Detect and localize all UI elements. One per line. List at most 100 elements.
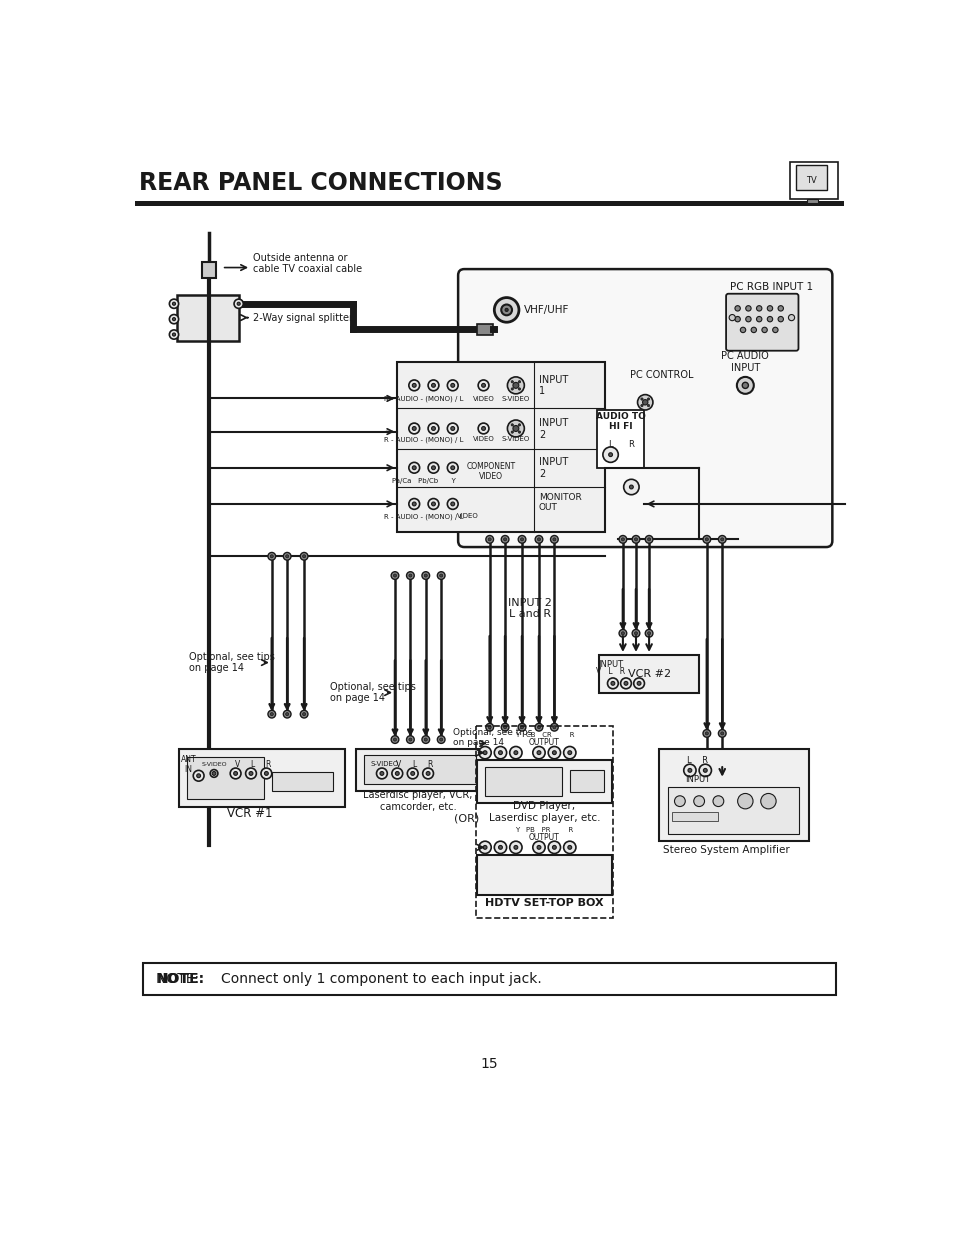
Bar xyxy=(476,761,612,803)
Circle shape xyxy=(504,309,508,311)
Circle shape xyxy=(687,768,691,772)
Circle shape xyxy=(409,574,412,577)
Circle shape xyxy=(702,730,710,737)
Circle shape xyxy=(478,841,491,853)
Text: V: V xyxy=(395,760,401,768)
Circle shape xyxy=(431,426,435,431)
Circle shape xyxy=(172,303,175,305)
Circle shape xyxy=(193,771,204,782)
FancyBboxPatch shape xyxy=(725,294,798,351)
Circle shape xyxy=(745,306,750,311)
Circle shape xyxy=(537,537,540,541)
Circle shape xyxy=(567,751,571,755)
Circle shape xyxy=(409,424,419,433)
Circle shape xyxy=(494,841,506,853)
Circle shape xyxy=(778,316,782,322)
Circle shape xyxy=(647,398,649,400)
Text: VIDEO: VIDEO xyxy=(472,436,494,442)
Text: COMPONENT
VIDEO: COMPONENT VIDEO xyxy=(466,462,516,482)
Circle shape xyxy=(210,769,217,777)
Text: INPUT
1: INPUT 1 xyxy=(538,374,568,396)
Circle shape xyxy=(481,426,485,431)
Circle shape xyxy=(740,327,745,332)
Circle shape xyxy=(610,682,614,685)
Text: PC RGB INPUT 1: PC RGB INPUT 1 xyxy=(729,282,812,291)
Text: TV: TV xyxy=(805,177,816,185)
Circle shape xyxy=(407,768,417,779)
Circle shape xyxy=(412,383,416,388)
Text: VIDEO: VIDEO xyxy=(472,396,494,403)
Text: INPUT 2
L and R: INPUT 2 L and R xyxy=(507,598,551,620)
Circle shape xyxy=(412,466,416,469)
Circle shape xyxy=(537,846,540,850)
Circle shape xyxy=(702,768,706,772)
Circle shape xyxy=(409,380,419,390)
Circle shape xyxy=(264,772,268,776)
Text: MONITOR
OUT: MONITOR OUT xyxy=(538,493,581,513)
Circle shape xyxy=(637,682,640,685)
Circle shape xyxy=(647,632,650,635)
Circle shape xyxy=(482,751,486,755)
Circle shape xyxy=(760,793,776,809)
Circle shape xyxy=(485,724,493,731)
Circle shape xyxy=(718,730,725,737)
Circle shape xyxy=(563,746,576,758)
Bar xyxy=(356,748,483,792)
Circle shape xyxy=(447,424,457,433)
Circle shape xyxy=(517,724,525,731)
Circle shape xyxy=(170,330,178,340)
Circle shape xyxy=(511,388,513,390)
Circle shape xyxy=(507,377,524,394)
Circle shape xyxy=(683,764,696,777)
Circle shape xyxy=(517,431,520,433)
Text: S-VIDEO: S-VIDEO xyxy=(201,762,227,767)
Text: S-VIDEO: S-VIDEO xyxy=(501,436,530,442)
Circle shape xyxy=(393,739,396,741)
Circle shape xyxy=(620,678,631,689)
Bar xyxy=(476,726,612,918)
Circle shape xyxy=(494,746,506,758)
Circle shape xyxy=(712,795,723,806)
Circle shape xyxy=(481,383,485,388)
Circle shape xyxy=(737,793,752,809)
Circle shape xyxy=(607,678,618,689)
Bar xyxy=(187,757,264,799)
Circle shape xyxy=(302,555,305,558)
Circle shape xyxy=(428,424,438,433)
Text: VCR #1: VCR #1 xyxy=(227,806,273,820)
Circle shape xyxy=(270,713,274,716)
Bar xyxy=(143,963,836,995)
Circle shape xyxy=(633,678,644,689)
Circle shape xyxy=(548,841,560,853)
Circle shape xyxy=(488,537,491,541)
Bar xyxy=(476,324,493,335)
Bar xyxy=(272,772,333,792)
Circle shape xyxy=(245,768,256,779)
Circle shape xyxy=(548,746,560,758)
Circle shape xyxy=(718,536,725,543)
Text: R: R xyxy=(427,760,432,768)
Text: L    R: L R xyxy=(686,756,707,764)
Text: V   L   R: V L R xyxy=(596,667,624,677)
Bar xyxy=(179,748,345,806)
Circle shape xyxy=(268,710,275,718)
Circle shape xyxy=(300,710,308,718)
Circle shape xyxy=(285,555,289,558)
Bar xyxy=(364,755,476,784)
Text: S-VIDEO: S-VIDEO xyxy=(371,761,398,767)
Text: R - AUDIO - (MONO) / L: R - AUDIO - (MONO) / L xyxy=(384,396,463,403)
Circle shape xyxy=(488,726,491,729)
Circle shape xyxy=(212,772,215,776)
Bar xyxy=(135,200,843,206)
Bar xyxy=(668,787,799,834)
Circle shape xyxy=(439,574,442,577)
Text: R - AUDIO - (MONO) / L: R - AUDIO - (MONO) / L xyxy=(384,436,463,442)
Circle shape xyxy=(230,768,241,779)
Circle shape xyxy=(750,327,756,332)
Circle shape xyxy=(517,424,520,426)
Circle shape xyxy=(602,447,618,462)
Circle shape xyxy=(745,316,750,322)
Circle shape xyxy=(766,306,772,311)
Circle shape xyxy=(787,315,794,321)
Circle shape xyxy=(511,380,513,383)
